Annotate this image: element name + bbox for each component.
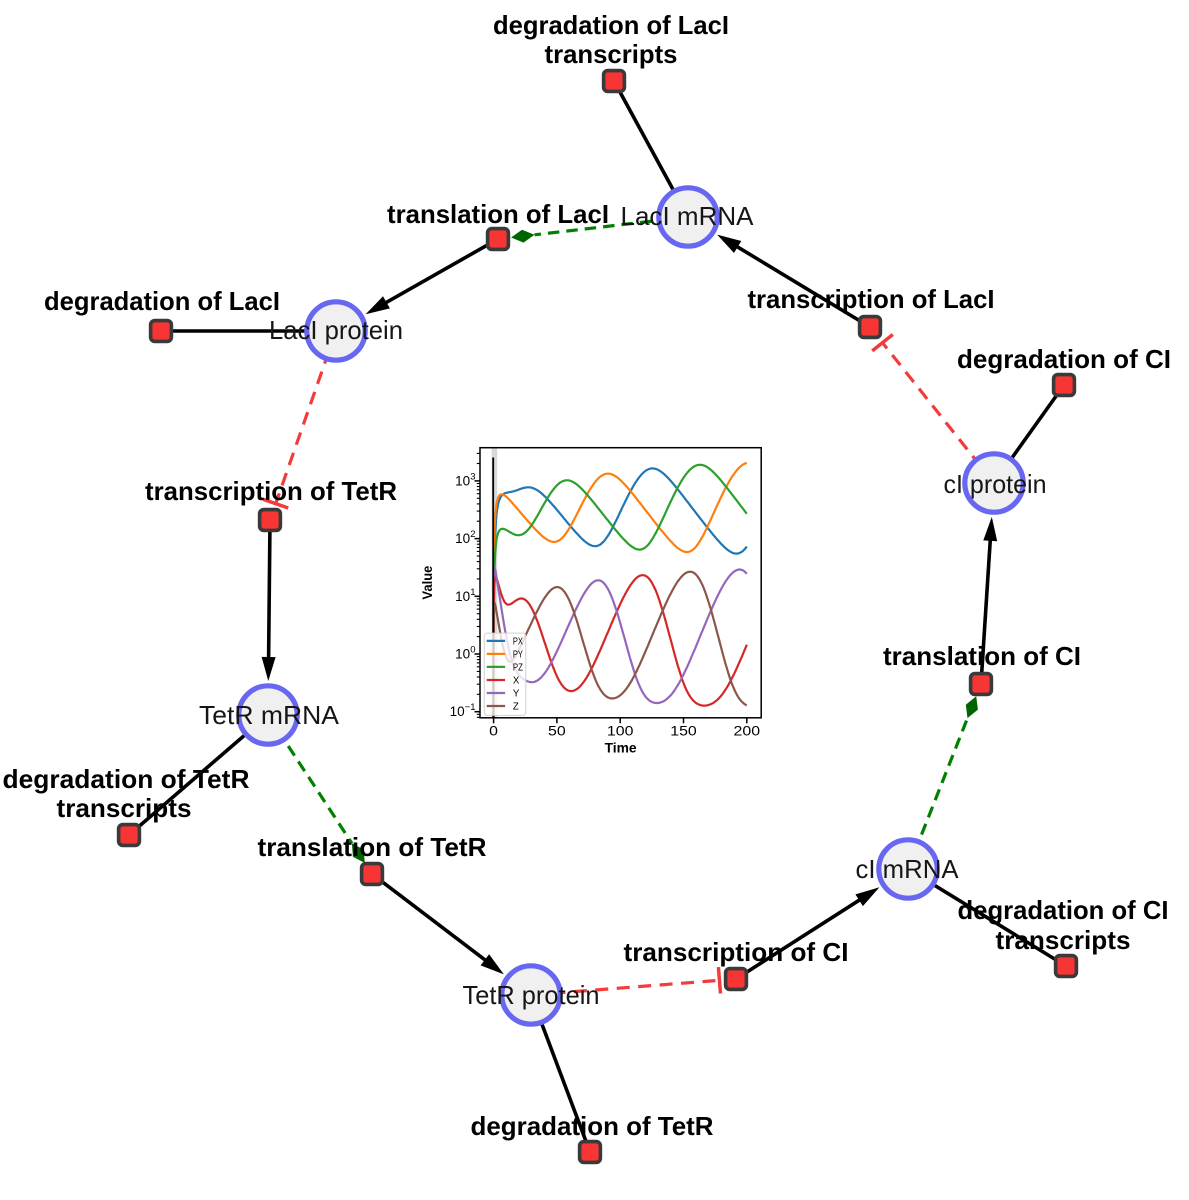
svg-text:transcripts: transcripts (996, 925, 1131, 955)
svg-text:PZ: PZ (513, 662, 523, 673)
svg-text:degradation of TetR: degradation of TetR (471, 1111, 714, 1141)
svg-text:PY: PY (513, 649, 523, 660)
svg-text:transcription of LacI: transcription of LacI (748, 284, 995, 314)
svg-text:LacI protein: LacI protein (269, 315, 403, 345)
svg-text:PX: PX (513, 636, 523, 647)
svg-text:transcripts: transcripts (545, 39, 678, 69)
svg-text:TetR mRNA: TetR mRNA (199, 700, 340, 730)
svg-text:Time: Time (605, 739, 637, 755)
svg-text:TetR protein: TetR protein (463, 980, 600, 1010)
svg-text:0: 0 (489, 723, 498, 738)
svg-text:50: 50 (548, 723, 566, 738)
svg-text:X: X (513, 676, 520, 687)
svg-text:degradation of CI: degradation of CI (957, 344, 1171, 374)
svg-text:translation of TetR: translation of TetR (258, 832, 487, 862)
svg-text:150: 150 (670, 723, 697, 738)
svg-text:cI mRNA: cI mRNA (856, 854, 960, 884)
svg-text:Value: Value (419, 565, 435, 599)
svg-text:Y: Y (513, 689, 520, 700)
svg-text:degradation of LacI: degradation of LacI (493, 10, 729, 40)
svg-text:degradation of CI: degradation of CI (958, 895, 1169, 925)
svg-text:transcription of TetR: transcription of TetR (145, 476, 397, 506)
svg-text:200: 200 (734, 723, 761, 738)
svg-text:Z: Z (513, 702, 519, 713)
svg-text:translation of LacI: translation of LacI (387, 199, 609, 229)
svg-text:100: 100 (607, 723, 634, 738)
svg-text:transcription of CI: transcription of CI (624, 937, 849, 967)
svg-text:LacI mRNA: LacI mRNA (621, 201, 755, 231)
svg-text:degradation of TetR: degradation of TetR (3, 764, 250, 794)
svg-text:degradation of LacI: degradation of LacI (44, 286, 280, 316)
svg-text:transcripts: transcripts (57, 793, 192, 823)
svg-text:translation of CI: translation of CI (883, 641, 1081, 671)
svg-text:cI protein: cI protein (944, 469, 1047, 499)
